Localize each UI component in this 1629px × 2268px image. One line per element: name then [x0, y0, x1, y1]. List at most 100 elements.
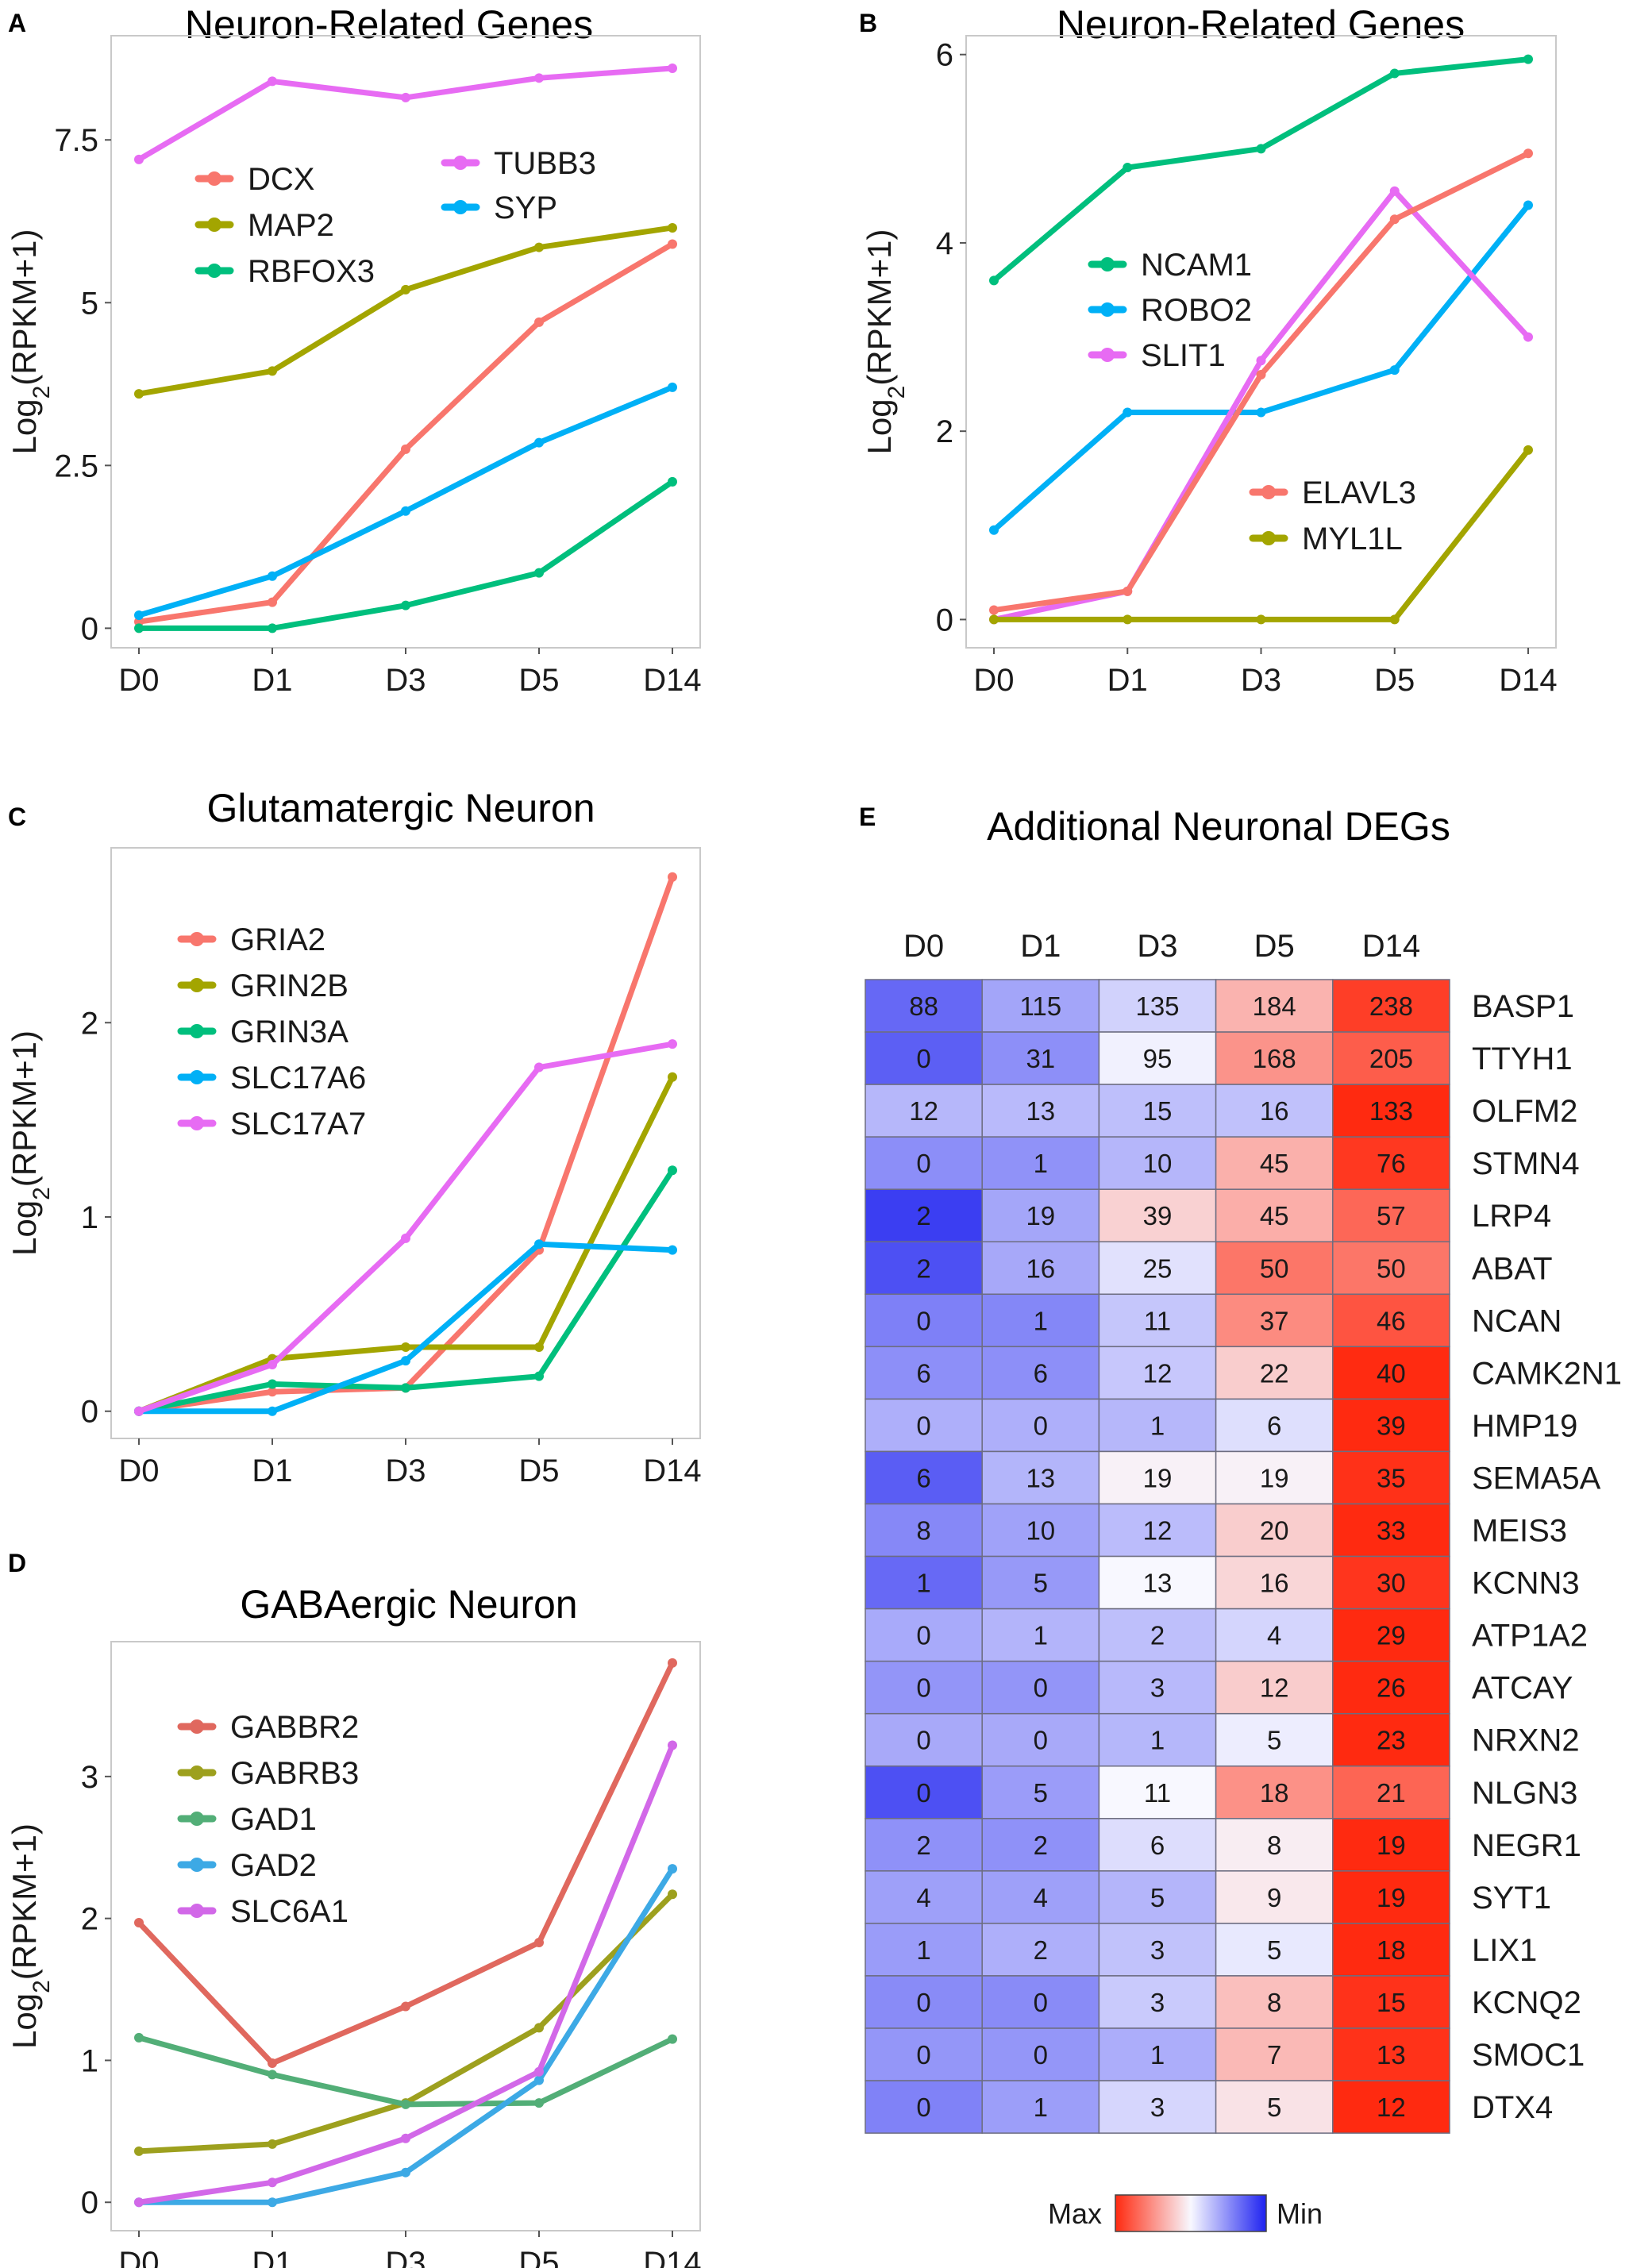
heatmap-cell [981, 1031, 1100, 1085]
data-point-slc6a1 [668, 1740, 677, 1750]
heatmap-cell-value: 95 [1143, 1044, 1173, 1073]
heatmap-cell-value: 133 [1369, 1096, 1413, 1126]
heatmap-cell-value: 45 [1260, 1201, 1289, 1230]
heatmap-cell [1098, 1031, 1217, 1085]
y-axis-title-b: Log2(RPKM+1) [861, 229, 910, 455]
data-point-dcx [401, 444, 410, 454]
heatmap-cell [1215, 1870, 1334, 1924]
data-point-syp [534, 437, 544, 448]
panel-e-title: Additional Neuronal DEGs [987, 804, 1450, 849]
heatmap-cell-value: 39 [1377, 1411, 1406, 1440]
panel-b: B Neuron-Related Genes 0 2 4 6 D0 D1 D3 D5 D14 Lo… [859, 2, 1558, 698]
legend-label-rbfox3: RBFOX3 [248, 254, 375, 289]
x-tick-label-a: D14 [643, 663, 701, 698]
legend-marker-slc17a6 [190, 1070, 204, 1084]
heatmap-cell [1215, 1450, 1334, 1505]
data-point-gad2 [668, 1864, 677, 1874]
heatmap-cell-value: 12 [1377, 2093, 1406, 2122]
data-point-dcx [268, 597, 277, 607]
heatmap-cell [1332, 1241, 1450, 1296]
data-point-gad1 [668, 2034, 677, 2044]
data-point-myl1l [989, 614, 999, 625]
heatmap-cell [1098, 1346, 1217, 1400]
heatmap-cell-value: 1 [1034, 1306, 1048, 1335]
heatmap-cell [1215, 2080, 1334, 2134]
data-point-ncam1 [1523, 54, 1533, 64]
data-point-slit1 [1523, 332, 1533, 342]
heatmap-row-label: BASP1 [1472, 989, 1574, 1024]
x-tick-label-b: D3 [1241, 663, 1281, 698]
heatmap-cell-value: 5 [1267, 1935, 1281, 1965]
data-point-elavl3 [989, 605, 999, 615]
legend-label-gabbr2: GABBR2 [230, 1710, 359, 1745]
heatmap-cell-value: 0 [916, 2040, 930, 2070]
data-point-slc17a6 [534, 1239, 544, 1250]
legend-label-map2: MAP2 [248, 208, 334, 243]
x-tick-label-d: D14 [643, 2246, 701, 2268]
heatmap-row-label: ATCAY [1472, 1671, 1573, 1706]
legend-marker-slit1 [1100, 348, 1115, 362]
x-tick-label-d: D3 [385, 2246, 426, 2268]
data-point-elavl3 [1389, 214, 1400, 225]
data-point-tubb3 [134, 154, 144, 164]
data-point-ncam1 [1256, 144, 1266, 154]
data-point-dcx [534, 317, 544, 327]
data-point-gabbr2 [134, 1918, 144, 1928]
legend-label-syp: SYP [494, 191, 557, 225]
data-point-robo2 [1256, 407, 1266, 418]
heatmap-row-label: CAMK2N1 [1472, 1356, 1622, 1391]
y-tick-label-b: 2 [936, 414, 953, 449]
heatmap-cell-value: 0 [916, 1411, 930, 1440]
heatmap-cell [981, 2080, 1100, 2134]
heatmap-cell [1332, 2027, 1450, 2081]
heatmap-cell-value: 4 [1034, 1883, 1048, 1912]
heatmap-cell-value: 2 [916, 1253, 930, 1283]
data-point-gad1 [134, 2032, 144, 2043]
heatmap-cell-value: 12 [909, 1096, 938, 1126]
panel-d-title: GABAergic Neuron [240, 1582, 577, 1627]
data-point-robo2 [1123, 407, 1133, 418]
heatmap-cell [1215, 1346, 1334, 1400]
data-point-gabbr2 [668, 1658, 677, 1668]
y-tick-label-a: 0 [81, 611, 98, 646]
heatmap-cell-value: 3 [1150, 1988, 1165, 2017]
data-point-gad2 [268, 2197, 277, 2208]
heatmap-cell [981, 1293, 1100, 1348]
legend-label-robo2: ROBO2 [1141, 293, 1252, 328]
heatmap-cell [1215, 1923, 1334, 1977]
heatmap-cell [1215, 1765, 1334, 1819]
heatmap-cell-value: 50 [1377, 1253, 1406, 1283]
y-tick-label-d: 0 [81, 2185, 98, 2220]
panel-a-plot: 0 2.5 5 7.5 D0 D1 D3 D5 D14 Log2(RPKM+1) DCX MAP2 RB… [6, 35, 702, 698]
heatmap-cell [865, 1712, 983, 1767]
data-point-gad1 [268, 2070, 277, 2080]
y-tick-label-a: 7.5 [54, 123, 98, 158]
data-point-slc17a6 [668, 1245, 677, 1255]
legend-marker-syp [453, 200, 468, 214]
heatmap-cell-value: 57 [1377, 1201, 1406, 1230]
heatmap-cell-value: 1 [1034, 1149, 1048, 1178]
heatmap-cell-value: 40 [1377, 1358, 1406, 1388]
data-point-tubb3 [534, 73, 544, 83]
heatmap-cell-value: 8 [1267, 1988, 1281, 2017]
panel-d: D GABAergic Neuron 0 1 2 3 D0 D1 D3 D5 D14 Log2(R… [6, 1549, 702, 2268]
heatmap-cell [865, 1136, 983, 1190]
heatmap-cell [1098, 1818, 1217, 1872]
legend-marker-slc6a1 [190, 1904, 204, 1918]
series-line-gabrb3 [136, 1891, 676, 2154]
heatmap-cell-value: 19 [1260, 1463, 1289, 1492]
y-tick-label-a: 5 [81, 286, 98, 321]
heatmap-cell-value: 1 [1034, 2093, 1048, 2122]
y-axis-title-c: Log2(RPKM+1) [6, 1030, 55, 1256]
data-point-gabrb3 [534, 2023, 544, 2033]
legend-label-tubb3: TUBB3 [494, 146, 596, 181]
color-key-max-label: Max [1048, 2197, 1102, 2230]
heatmap-cell-value: 0 [916, 2093, 930, 2122]
heatmap-cell-value: 12 [1260, 1673, 1289, 1703]
data-point-map2 [134, 389, 144, 399]
heatmap-cell-value: 5 [1034, 1778, 1048, 1808]
data-point-map2 [401, 284, 410, 295]
y-axis-title-d: Log2(RPKM+1) [6, 1823, 55, 2049]
data-point-ncam1 [1389, 68, 1400, 79]
heatmap-cell-value: 20 [1260, 1516, 1289, 1546]
